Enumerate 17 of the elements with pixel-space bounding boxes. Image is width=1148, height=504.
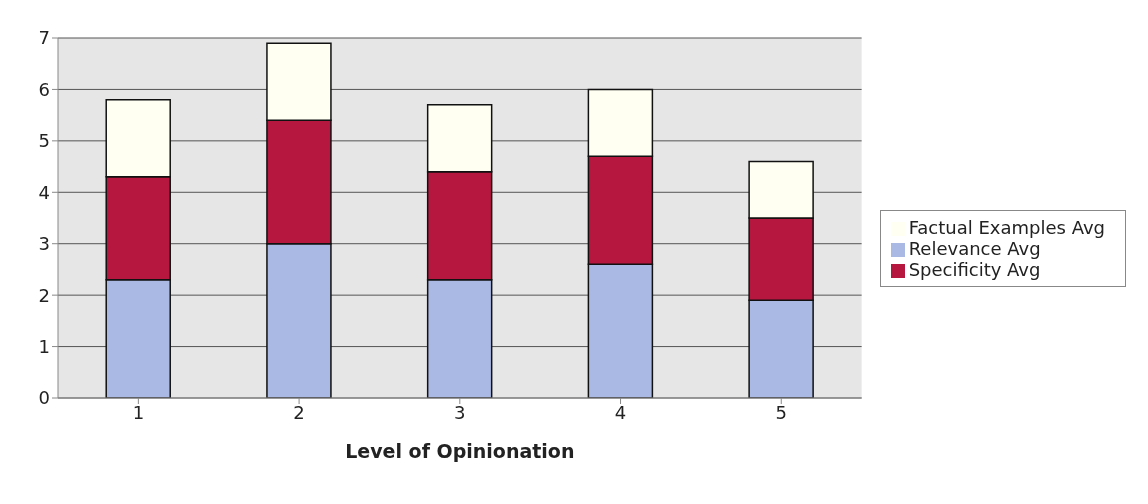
y-tick-label: 7 xyxy=(38,27,50,49)
y-tick-label: 0 xyxy=(38,387,50,409)
legend-label: Relevance Avg xyxy=(908,237,1041,259)
legend-label: Specificity Avg xyxy=(908,258,1041,280)
y-tick-label: 2 xyxy=(38,284,50,306)
y-tick-label: 3 xyxy=(38,233,50,255)
legend-label: Factual Examples Avg xyxy=(908,216,1105,238)
y-tick-label: 4 xyxy=(38,181,50,203)
x-tick-label: 5 xyxy=(775,401,787,423)
x-tick-label: 2 xyxy=(293,401,305,423)
x-tick-label: 4 xyxy=(614,401,627,423)
x-axis-title: Level of Opinionation xyxy=(345,440,575,462)
y-tick-label: 6 xyxy=(38,78,50,100)
x-tick-label: 3 xyxy=(454,401,466,423)
y-tick-label: 5 xyxy=(38,130,50,152)
y-tick-label: 1 xyxy=(38,335,50,357)
x-tick-label: 1 xyxy=(132,401,145,423)
